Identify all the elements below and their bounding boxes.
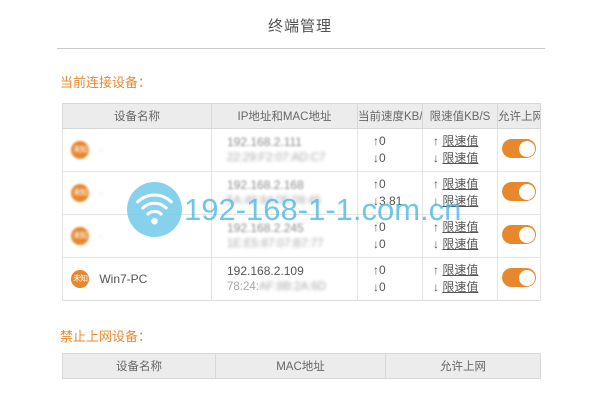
- up-arrow-icon: ↑: [433, 177, 439, 191]
- device-mac: 1E:E5:87:07:B7:77: [227, 238, 324, 250]
- connected-devices-table: 设备名称 IP地址和MAC地址 当前速度KB/S 限速值KB/S 允许上网 未知…: [62, 103, 541, 301]
- toggle-knob: [518, 183, 535, 200]
- toggle-knob: [518, 269, 535, 286]
- upload-limit-link[interactable]: 限速值: [442, 263, 479, 277]
- device-ip: 192.168.2.168: [227, 178, 304, 192]
- allow-internet-toggle[interactable]: [502, 182, 536, 201]
- upload-speed: ↑0: [373, 177, 386, 191]
- down-arrow-icon: ↓: [433, 280, 439, 294]
- download-limit-link[interactable]: 限速值: [442, 194, 479, 208]
- download-limit-link[interactable]: 限速值: [442, 151, 479, 165]
- col-header-speed-limit: 限速值KB/S: [422, 103, 498, 129]
- connected-devices-label: 当前连接设备：: [60, 75, 152, 90]
- col-header-current-speed: 当前速度KB/S: [357, 103, 423, 129]
- up-arrow-icon: ↑: [433, 134, 439, 148]
- upload-speed: ↑0: [373, 134, 386, 148]
- device-ip: 192.168.2.109: [227, 264, 304, 278]
- device-type-badge: 未知: [71, 227, 89, 245]
- up-arrow-icon: ↑: [433, 263, 439, 277]
- connected-table-header-row: 设备名称 IP地址和MAC地址 当前速度KB/S 限速值KB/S 允许上网: [62, 103, 541, 129]
- table-row: 未知 · 192.168.2.245 1E:E5:87:07:B7:77 ↑0 …: [62, 214, 541, 258]
- toggle-knob: [518, 140, 535, 157]
- device-ip: 192.168.2.245: [227, 221, 304, 235]
- down-arrow-icon: ↓: [433, 194, 439, 208]
- col-header-device-name: 设备名称: [62, 103, 212, 129]
- table-row: 未知 Win7-PC 192.168.2.109 78:24:AF:8B:2A:…: [62, 257, 541, 301]
- device-mac-clear: 78:24:: [227, 281, 259, 293]
- banned-table-header-row: 设备名称 MAC地址 允许上网: [62, 353, 541, 379]
- allow-internet-toggle[interactable]: [502, 139, 536, 158]
- download-limit-link[interactable]: 限速值: [442, 280, 479, 294]
- download-speed: ↓3.81: [373, 194, 403, 208]
- download-limit-link[interactable]: 限速值: [442, 237, 479, 251]
- upload-limit-link[interactable]: 限速值: [442, 177, 479, 191]
- table-row: 未知 · 192.168.2.168 5A:49:84:05:09:45 ↑0 …: [62, 171, 541, 215]
- col-header-allow-internet: 允许上网: [385, 353, 541, 379]
- page-title: 终端管理: [267, 18, 332, 35]
- device-name: Win7-PC: [99, 272, 148, 286]
- allow-internet-toggle[interactable]: [502, 268, 536, 287]
- download-speed: ↓0: [373, 151, 386, 165]
- device-ip: 192.168.2.111: [227, 135, 302, 149]
- toggle-knob: [518, 226, 535, 243]
- table-row: 未知 · 192.168.2.111 22:29:F2:07:AD:C7 ↑0 …: [62, 128, 541, 172]
- download-speed: ↓0: [373, 280, 386, 294]
- col-header-mac: MAC地址: [215, 353, 386, 379]
- up-arrow-icon: ↑: [433, 220, 439, 234]
- upload-speed: ↑0: [373, 263, 386, 277]
- title-divider: [57, 48, 545, 49]
- device-type-badge: 未知: [71, 270, 89, 288]
- download-speed: ↓0: [373, 237, 386, 251]
- device-name: ·: [99, 187, 103, 199]
- device-name: ·: [99, 230, 103, 242]
- device-name: ·: [99, 144, 103, 156]
- banned-devices-table: 设备名称 MAC地址 允许上网: [62, 353, 541, 379]
- upload-speed: ↑0: [373, 220, 386, 234]
- banned-devices-label: 禁止上网设备：: [60, 329, 152, 344]
- device-type-badge: 未知: [71, 141, 89, 159]
- device-mac: 5A:49:84:05:09:45: [227, 195, 321, 207]
- down-arrow-icon: ↓: [433, 237, 439, 251]
- col-header-device-name: 设备名称: [62, 353, 216, 379]
- col-header-allow-internet: 允许上网: [497, 103, 541, 129]
- upload-limit-link[interactable]: 限速值: [442, 134, 479, 148]
- device-type-badge: 未知: [71, 184, 89, 202]
- allow-internet-toggle[interactable]: [502, 225, 536, 244]
- down-arrow-icon: ↓: [433, 151, 439, 165]
- upload-limit-link[interactable]: 限速值: [442, 220, 479, 234]
- device-mac-blurred: AF:8B:2A:6D: [258, 281, 327, 293]
- col-header-ip-mac: IP地址和MAC地址: [211, 103, 358, 129]
- device-mac: 22:29:F2:07:AD:C7: [227, 152, 326, 164]
